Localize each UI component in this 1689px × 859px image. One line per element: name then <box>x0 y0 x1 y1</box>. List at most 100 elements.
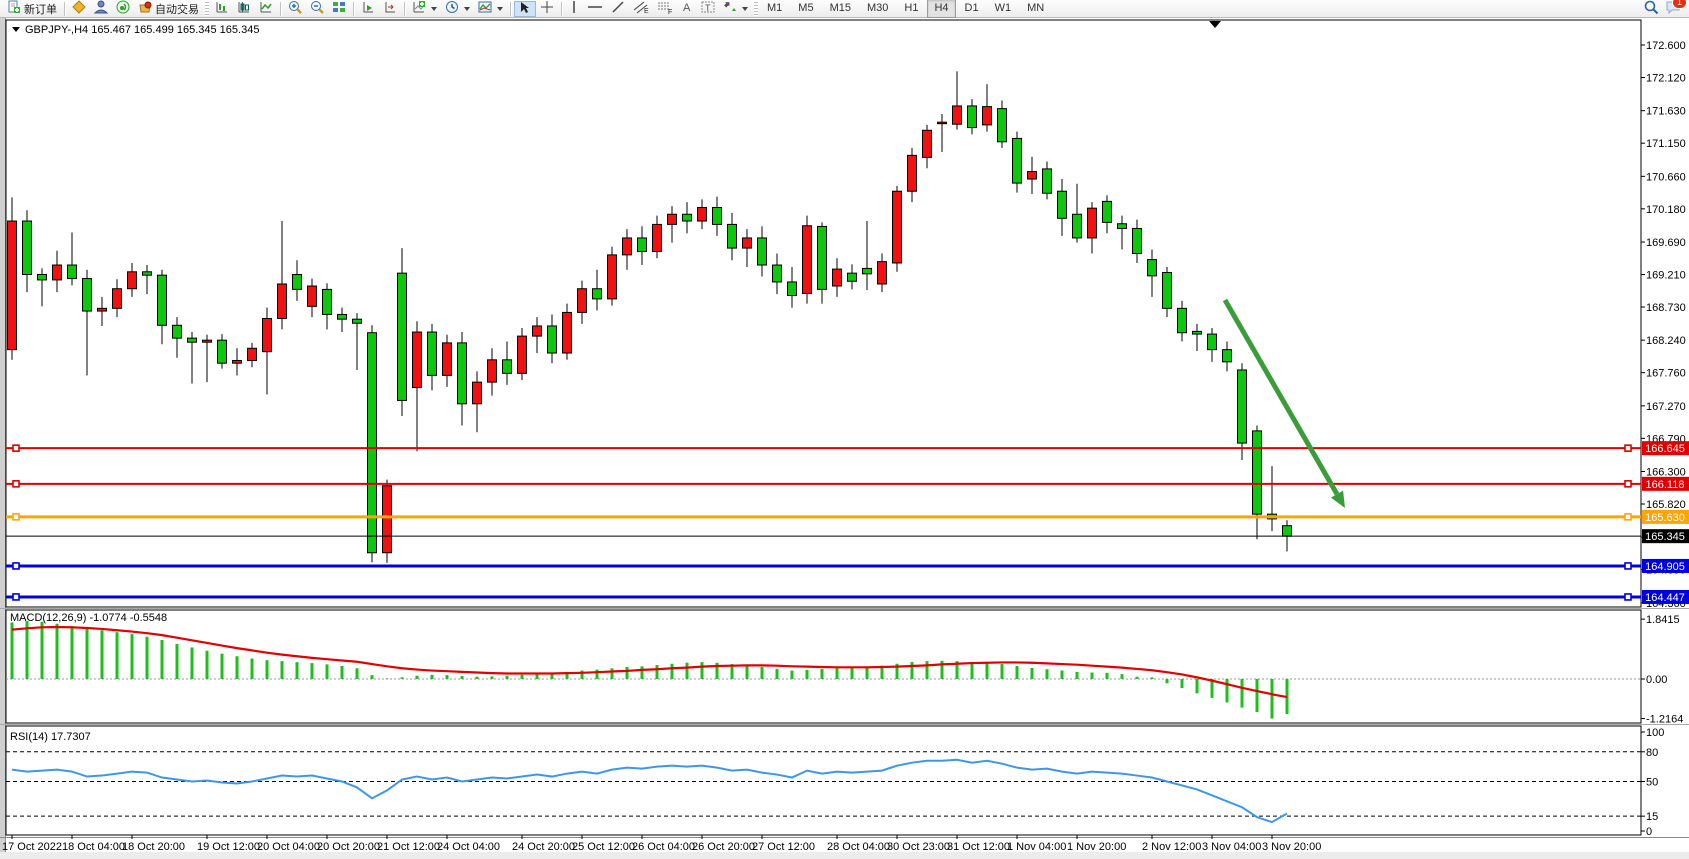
candle-up <box>127 271 137 290</box>
channel-button[interactable]: E <box>629 1 653 17</box>
cursor-button[interactable] <box>514 0 536 17</box>
trend-arrow[interactable] <box>1222 298 1340 496</box>
search-icon[interactable] <box>1644 0 1659 18</box>
time-tick-label: 20 Oct 20:00 <box>317 841 380 853</box>
candle-down <box>142 271 152 276</box>
price-tick-label: 171.150 <box>1646 138 1686 150</box>
new-order-button[interactable]: 新订单 <box>3 0 61 17</box>
candle-down <box>1207 333 1217 351</box>
separator <box>353 1 354 16</box>
periods-button[interactable] <box>441 1 474 17</box>
market-watch-button[interactable] <box>68 0 90 17</box>
timeframe-w1[interactable]: W1 <box>994 2 1012 14</box>
candle-up <box>202 339 212 343</box>
line-handle[interactable] <box>12 444 20 452</box>
price-tick-label: 167.270 <box>1646 401 1686 413</box>
candle-down <box>862 267 872 275</box>
fibonacci-icon: F <box>657 0 673 17</box>
indicators-icon <box>412 0 426 17</box>
chevron-down-icon <box>464 6 470 11</box>
trendline-button[interactable] <box>607 1 629 17</box>
notifications-button[interactable]: 1 <box>1665 0 1687 17</box>
candle-up <box>802 225 812 294</box>
line-handle[interactable] <box>1624 480 1632 488</box>
line-chart-button[interactable] <box>255 1 277 17</box>
chart-shift-marker[interactable] <box>1209 21 1221 28</box>
timeframe-m30[interactable]: M30 <box>866 2 889 14</box>
new-order-icon <box>7 0 21 17</box>
candle-down <box>1147 259 1157 277</box>
signal-icon <box>116 0 130 17</box>
timeframe-m1[interactable]: M1 <box>767 2 783 14</box>
candle-up <box>832 268 842 287</box>
zoom-in-button[interactable] <box>284 1 306 17</box>
timeframe-h1[interactable]: H1 <box>904 2 919 14</box>
arrows-button[interactable] <box>719 1 752 17</box>
candle-down <box>592 288 602 300</box>
candle-up <box>52 264 62 281</box>
candle-down <box>457 342 467 405</box>
bar-chart-icon <box>215 0 229 17</box>
line-handle[interactable] <box>1624 562 1632 570</box>
line-handle[interactable] <box>12 480 20 488</box>
symbol-dropdown-icon[interactable] <box>12 27 20 32</box>
candle-down <box>157 274 167 326</box>
signals-button[interactable] <box>112 0 134 17</box>
time-tick-label: 30 Oct 23:00 <box>887 841 950 853</box>
line-handle[interactable] <box>12 513 20 521</box>
candle-up <box>412 331 422 389</box>
candle-up <box>952 105 962 125</box>
chart-shift-button[interactable] <box>379 1 401 17</box>
rsi-tick-label: 50 <box>1646 777 1658 789</box>
vertical-line-button[interactable] <box>565 1 583 17</box>
candle-up <box>532 325 542 337</box>
candle-down <box>787 281 797 296</box>
chevron-down-icon <box>497 6 503 11</box>
price-tick-label: 166.300 <box>1646 467 1686 479</box>
line-handle[interactable] <box>12 562 20 570</box>
indicators-button[interactable] <box>408 1 441 17</box>
candle-up <box>1087 207 1097 239</box>
zoom-out-button[interactable] <box>306 1 328 17</box>
time-tick-label: 2 Nov 12:00 <box>1142 841 1201 853</box>
timeframe-d1[interactable]: D1 <box>964 2 979 14</box>
separator <box>280 1 281 16</box>
toolbar: 新订单 自动交易 <box>0 0 1689 18</box>
candle-down <box>1012 137 1022 184</box>
candle-down <box>397 272 407 401</box>
tile-windows-button[interactable] <box>328 1 350 17</box>
text-label-button[interactable]: T <box>697 1 719 17</box>
timeframe-mn[interactable]: MN <box>1027 2 1045 14</box>
candle-down <box>292 274 302 290</box>
svg-text:F: F <box>668 9 672 14</box>
text-button[interactable]: A <box>677 1 697 17</box>
candle-down <box>1042 168 1052 194</box>
zoom-in-icon <box>288 0 302 17</box>
templates-button[interactable] <box>474 1 507 17</box>
candle-chart-button[interactable] <box>233 1 255 17</box>
candle-down <box>1057 190 1067 219</box>
bar-chart-button[interactable] <box>211 1 233 17</box>
time-tick-label: 24 Oct 04:00 <box>437 841 500 853</box>
fibonacci-button[interactable]: F <box>653 1 677 17</box>
rsi-tick-label: 100 <box>1646 727 1664 739</box>
chevron-down-icon <box>431 6 437 11</box>
time-tick-label: 17 Oct 2022 <box>2 841 62 853</box>
horizontal-line-button[interactable] <box>583 1 607 17</box>
timeframe-h4[interactable]: H4 <box>927 0 956 18</box>
rsi-pane <box>5 725 1642 836</box>
timeframe-m15[interactable]: M15 <box>829 2 851 14</box>
contacts-button[interactable] <box>90 0 112 17</box>
line-handle[interactable] <box>1624 513 1632 521</box>
auto-trading-button[interactable]: 自动交易 <box>134 1 203 17</box>
crosshair-button[interactable] <box>536 1 558 17</box>
line-handle[interactable] <box>1624 593 1632 601</box>
line-handle[interactable] <box>1624 444 1632 452</box>
macd-label: MACD(12,26,9) -1.0774 -0.5548 <box>10 612 167 624</box>
timeframe-m5[interactable]: M5 <box>798 2 814 14</box>
candle-down <box>772 264 782 283</box>
line-handle[interactable] <box>12 593 20 601</box>
trend-arrow-head <box>1330 490 1345 508</box>
auto-scroll-button[interactable] <box>357 1 379 17</box>
candle-up <box>277 283 287 320</box>
